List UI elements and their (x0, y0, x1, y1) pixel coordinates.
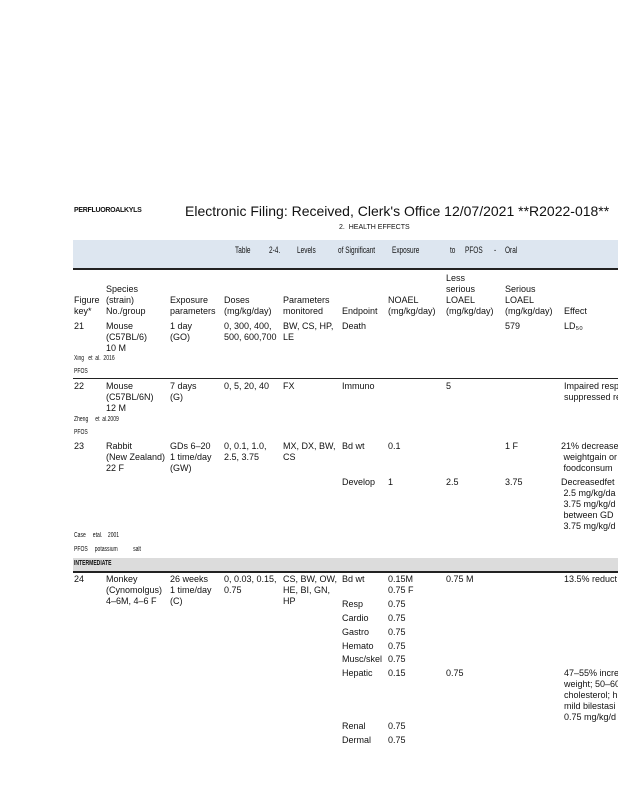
species: Monkey (Cynomolgus) 4–6M, 4–6 F (106, 574, 163, 606)
divider (73, 571, 618, 573)
effect: 13.5% reduct (564, 574, 618, 584)
doses: 0, 0.03, 0.15, 0.75 (224, 574, 277, 595)
less-serious-loael: 2.5 (446, 477, 459, 487)
divider (73, 378, 618, 380)
less-serious-loael: 0.75 M (446, 574, 474, 584)
title-word: Exposure (392, 245, 420, 255)
figure-key: 23 (74, 441, 85, 451)
col-endpoint: Endpoint (342, 306, 378, 316)
title-word: 2-4. (269, 245, 281, 255)
effect: 47–55% incre weight; 50–60 cholesterol; … (564, 668, 618, 722)
col-exposure: Exposure parameters (170, 295, 216, 316)
endpoint: Gastro (342, 627, 370, 637)
exposure: 26 weeks 1 time/day (C) (170, 574, 212, 606)
endpoint: Musc/skel (342, 654, 383, 664)
less-serious-loael: 5 (446, 381, 452, 391)
endpoint: Immuno (342, 381, 375, 391)
chemical: PFOS (74, 429, 88, 436)
noael: 0.75 (388, 641, 406, 651)
doses: 0, 0.1, 1.0, 2.5, 3.75 (224, 441, 267, 462)
col-noael: NOAEL (mg/kg/day) (388, 295, 436, 316)
parameters: FX (283, 381, 295, 391)
running-head: PERFLUOROALKYLS (74, 207, 142, 214)
effect: Decreasedfet 2.5 mg/kg/da 3.75 mg/kg/d b… (561, 477, 616, 531)
section-band (73, 558, 618, 571)
noael: 0.75 (388, 654, 406, 664)
endpoint: Cardio (342, 613, 369, 623)
figure-key: 24 (74, 574, 85, 584)
exposure: 7 days (G) (170, 381, 197, 402)
serious-loael: 579 (505, 321, 521, 331)
noael: 1 (388, 477, 394, 487)
figure-key: 21 (74, 321, 85, 331)
title-word: Oral (505, 245, 518, 255)
citation: Xing et al. 2016 (74, 355, 115, 362)
doses: 0, 5, 20, 40 (224, 381, 270, 391)
doses: 0, 300, 400, 500, 600,700 (224, 321, 277, 342)
citation: Case etal. 2001 (74, 532, 120, 539)
section-label-intermediate: INTERMEDIATE (74, 560, 112, 567)
noael: 0.75 (388, 735, 406, 745)
col-serious-loael: Serious LOAEL (mg/kg/day) (505, 284, 553, 316)
chemical: PFOS potassium salt (74, 546, 141, 553)
noael: 0.75 (388, 599, 406, 609)
noael: 0.75 (388, 721, 406, 731)
col-parameters: Parameters monitored (283, 295, 330, 316)
species: Mouse (C57BL/6N) 12 M (106, 381, 154, 413)
citation: Zheng et al.2009 (74, 416, 119, 423)
endpoint: Hepatic (342, 668, 373, 678)
noael: 0.75 (388, 613, 406, 623)
endpoint: Renal (342, 721, 366, 731)
title-word: Table (235, 245, 251, 255)
title-word: of Significant (338, 245, 376, 255)
filing-stamp: Electronic Filing: Received, Clerk's Off… (185, 203, 610, 219)
endpoint: Bd wt (342, 441, 365, 451)
effect: LD₅₀ (564, 321, 583, 331)
exposure: 1 day (GO) (170, 321, 193, 342)
title-word: Levels (297, 245, 316, 255)
title-word: - (494, 245, 497, 255)
table-title-band (73, 240, 618, 268)
effect: 21% decrease weightgain or foodconsum (561, 441, 618, 473)
divider (73, 268, 618, 270)
endpoint: Hemato (342, 641, 374, 651)
endpoint: Resp (342, 599, 364, 609)
title-word: PFOS (465, 245, 483, 255)
title-word: to (450, 245, 456, 255)
col-species: Species (strain) No./group (106, 284, 146, 316)
serious-loael: 1 F (505, 441, 519, 451)
exposure: GDs 6–20 1 time/day (GW) (170, 441, 212, 473)
col-less-serious-loael: Less serious LOAEL (mg/kg/day) (446, 273, 494, 316)
less-serious-loael: 0.75 (446, 668, 464, 678)
endpoint: Death (342, 321, 367, 331)
noael: 0.1 (388, 441, 401, 451)
col-effect: Effect (564, 306, 587, 316)
section-heading: 2. HEALTH EFFECTS (339, 224, 410, 231)
col-figure-key: Figure key* (74, 295, 100, 316)
species: Rabbit (New Zealand) 22 F (106, 441, 166, 473)
parameters: BW, CS, HP, LE (283, 321, 334, 342)
col-doses: Doses (mg/kg/day) (224, 295, 272, 316)
noael: 0.15 (388, 668, 406, 678)
parameters: CS, BW, OW, HE, BI, GN, HP (283, 574, 338, 606)
chemical: PFOS (74, 368, 88, 375)
species: Mouse (C57BL/6) 10 M (106, 321, 148, 353)
figure-key: 22 (74, 381, 85, 391)
noael: 0.75 (388, 627, 406, 637)
serious-loael: 3.75 (505, 477, 523, 487)
noael: 0.15M 0.75 F (388, 574, 414, 595)
endpoint: Dermal (342, 735, 372, 745)
endpoint: Develop (342, 477, 376, 487)
endpoint: Bd wt (342, 574, 365, 584)
parameters: MX, DX, BW, CS (283, 441, 336, 462)
effect: Impaired resp suppressed re (564, 381, 618, 402)
